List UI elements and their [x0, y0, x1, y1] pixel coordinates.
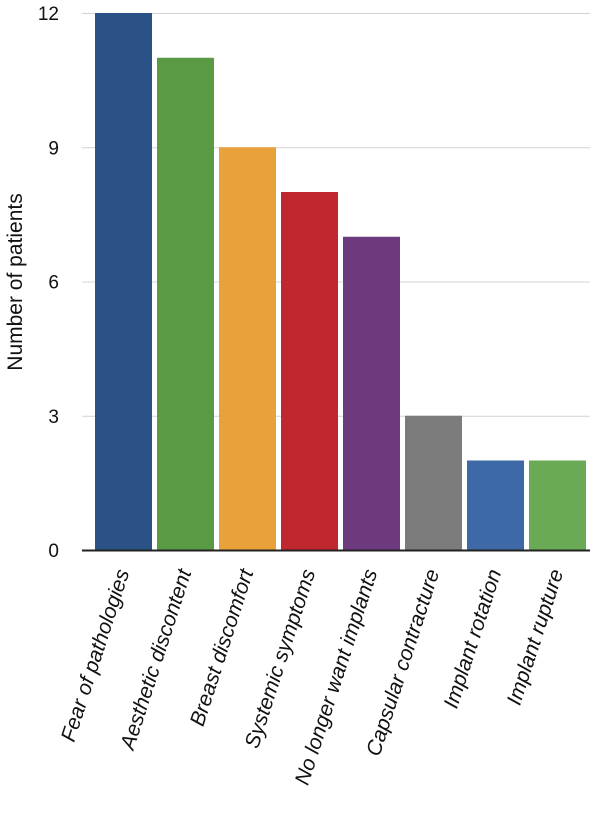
- category-label: Breast discomfort: [186, 565, 259, 729]
- bar: [405, 415, 462, 550]
- y-axis-title: Number of patients: [4, 193, 27, 370]
- y-tick-label: 0: [48, 541, 59, 562]
- bar: [467, 460, 524, 550]
- y-tick-label: 9: [48, 138, 59, 159]
- y-tick-label: 12: [38, 4, 59, 25]
- bar: [343, 236, 400, 550]
- category-label: Implant rupture: [503, 566, 569, 707]
- bar: [219, 147, 276, 550]
- bar: [529, 460, 586, 550]
- category-label: Aesthetic discontent: [116, 565, 197, 754]
- y-tick-labels: 0 3 6 9 12: [38, 4, 59, 562]
- y-tick-label: 3: [48, 407, 59, 428]
- bar: [157, 57, 214, 550]
- bar: [281, 192, 338, 550]
- category-label: Fear of pathologies: [57, 566, 135, 745]
- y-tick-label: 6: [48, 273, 59, 294]
- bar: [95, 13, 152, 550]
- bars: [95, 13, 586, 550]
- category-label: Implant rotation: [440, 566, 507, 711]
